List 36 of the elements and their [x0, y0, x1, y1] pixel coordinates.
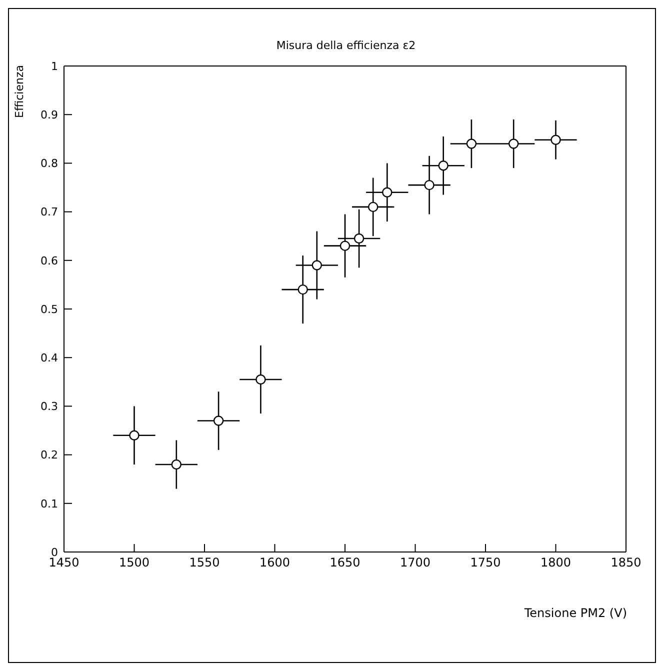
point [312, 260, 322, 270]
y-tick-label: 0.3 [40, 400, 58, 414]
point [508, 138, 519, 149]
y-tick-label: 1 [51, 60, 58, 73]
point [171, 459, 182, 470]
x-tick-label: 1600 [259, 556, 290, 570]
point [129, 430, 140, 440]
x-tick-label: 1700 [400, 556, 431, 570]
x-tick-label: 1500 [118, 556, 150, 570]
point [340, 240, 350, 251]
y-tick-label: 0.8 [40, 157, 58, 170]
point [298, 284, 308, 295]
y-axis-title: Efficienza [13, 65, 26, 118]
point [256, 374, 266, 385]
y-tick-label: 0.6 [40, 254, 58, 268]
point [550, 134, 561, 145]
x-tick-label: 1800 [540, 556, 572, 570]
y-tick-label: 0.9 [40, 108, 58, 122]
point [368, 202, 378, 212]
y-tick-label: 0.5 [40, 302, 58, 316]
chart-title: Misura della efficienza ε2 [275, 39, 417, 52]
y-tick-label: 0.2 [40, 448, 58, 462]
y-tick-label: 0.7 [40, 206, 58, 219]
x-tick-label: 1650 [330, 556, 360, 570]
point [466, 138, 477, 149]
x-axis-title: Tensione PM2 (V) [524, 606, 627, 620]
y-tick-label: 0.1 [40, 497, 58, 510]
point [424, 180, 434, 190]
point [382, 187, 392, 198]
x-tick-label: 1550 [189, 556, 220, 570]
point [354, 233, 364, 244]
y-tick-label: 0.4 [40, 352, 58, 365]
x-tick-label: 1850 [610, 556, 642, 570]
point [213, 416, 224, 426]
point [438, 160, 448, 171]
x-tick-label: 1750 [470, 556, 501, 570]
